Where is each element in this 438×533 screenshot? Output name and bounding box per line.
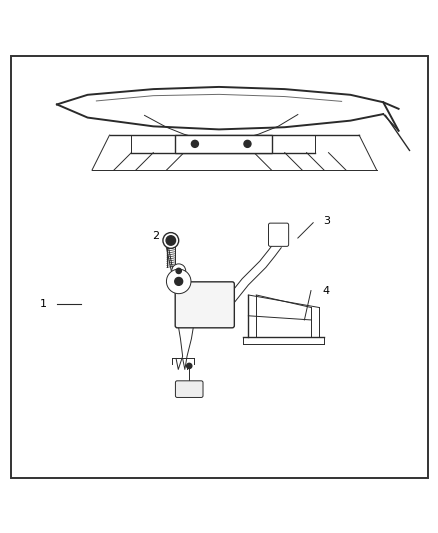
FancyBboxPatch shape bbox=[268, 223, 289, 246]
Circle shape bbox=[176, 268, 181, 273]
Bar bbox=[175, 135, 272, 152]
Text: ACCESSORIES: ACCESSORIES bbox=[191, 305, 216, 309]
Text: 4: 4 bbox=[323, 286, 330, 296]
Circle shape bbox=[166, 269, 191, 294]
Circle shape bbox=[175, 278, 183, 285]
FancyBboxPatch shape bbox=[175, 381, 203, 398]
Text: 2: 2 bbox=[152, 231, 159, 241]
Circle shape bbox=[244, 140, 251, 147]
Text: Mopar: Mopar bbox=[195, 296, 212, 301]
Text: 3: 3 bbox=[323, 215, 330, 225]
Circle shape bbox=[191, 140, 198, 147]
Circle shape bbox=[166, 236, 176, 245]
Circle shape bbox=[163, 232, 179, 248]
Text: 1: 1 bbox=[40, 298, 47, 309]
Circle shape bbox=[187, 364, 192, 368]
FancyBboxPatch shape bbox=[175, 282, 234, 328]
Circle shape bbox=[172, 264, 186, 278]
